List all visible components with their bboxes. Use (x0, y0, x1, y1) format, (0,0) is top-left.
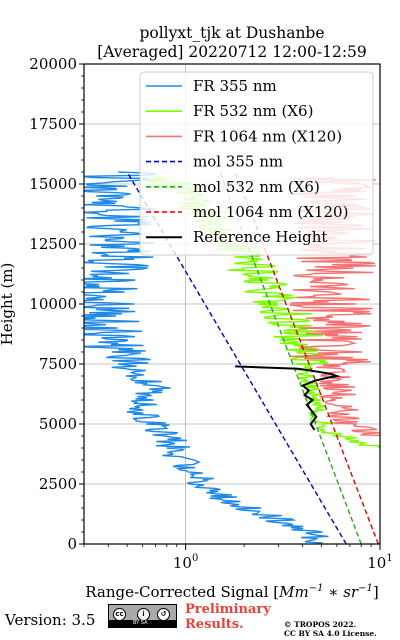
x-tick-label: 100 (173, 553, 198, 572)
x-tick-label: 101 (367, 553, 392, 572)
chart-subtitle: [Averaged] 20220712 12:00-12:59 (97, 43, 367, 61)
copyright-line-2: CC BY SA 4.0 License. (284, 629, 377, 638)
series-reference-height (235, 365, 341, 431)
y-tick-label: 20000 (29, 55, 77, 73)
version-label: Version: 3.5 (5, 611, 96, 629)
legend: FR 355 nm FR 532 nm (X6) FR 1064 nm (X120)… (139, 71, 374, 256)
legend-label: FR 532 nm (X6) (193, 102, 313, 120)
legend-label: mol 1064 nm (X120) (193, 203, 348, 221)
copyright-line-1: © TROPOS 2022. (284, 620, 357, 629)
legend-label: mol 532 nm (X6) (193, 178, 320, 196)
chart-title: pollyxt_tjk at Dushanbe (139, 24, 324, 42)
preliminary-results-note: Preliminary Results. (185, 602, 271, 632)
legend-label: mol 355 nm (193, 153, 283, 171)
x-axis: 100 101 (83, 544, 393, 572)
y-tick-label: 2500 (39, 475, 77, 493)
y-tick-label: 15000 (29, 175, 77, 193)
cc-badge-label: BY SA (133, 620, 148, 626)
lidar-profile-chart: pollyxt_tjk at Dushanbe [Averaged] 20220… (0, 24, 393, 600)
by-icon: i (137, 608, 150, 621)
y-axis-label: Height (m) (0, 263, 16, 346)
cc-license-badge: cc i ↺ BY SA (108, 604, 177, 628)
legend-box (139, 71, 374, 256)
y-axis: 0 2500 5000 7500 10000 12500 15000 17500 20000 (29, 55, 84, 553)
y-tick-label: 12500 (29, 235, 77, 253)
legend-label: FR 1064 nm (X120) (193, 127, 342, 145)
legend-label: FR 355 nm (193, 77, 277, 95)
y-tick-label: 5000 (39, 415, 77, 433)
cc-badge-bar (109, 620, 176, 627)
copyright-note: © TROPOS 2022. CC BY SA 4.0 License. (284, 620, 377, 638)
y-tick-label: 10000 (29, 295, 77, 313)
x-axis-label: Range-Corrected Signal [Mm−1 ∗ sr−1] (85, 583, 378, 600)
legend-label: Reference Height (193, 228, 327, 246)
y-tick-label: 17500 (29, 115, 77, 133)
y-tick-label: 0 (67, 535, 77, 553)
y-tick-label: 7500 (39, 355, 77, 373)
